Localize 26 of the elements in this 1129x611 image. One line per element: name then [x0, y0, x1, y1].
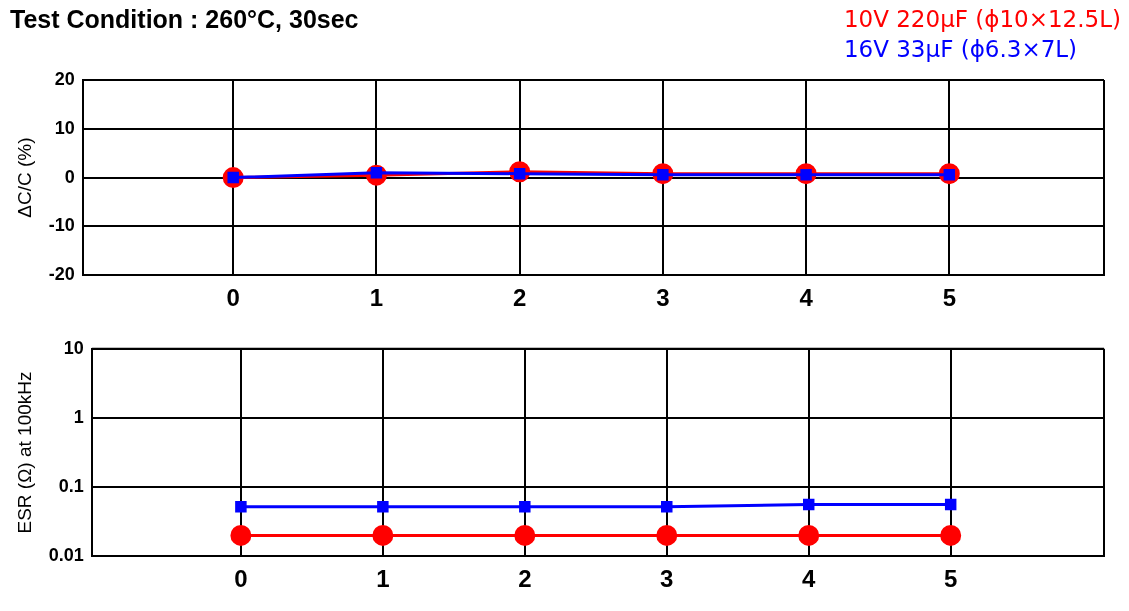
y-tick-label: 10: [63, 337, 84, 358]
y-tick-label: 10: [54, 117, 75, 138]
y-axis-title: ESR (Ω) at 100kHz: [13, 371, 35, 534]
x-tick-label: 4: [802, 565, 817, 593]
x-tick-label: 5: [942, 284, 956, 312]
x-tick-label: 2: [512, 284, 527, 312]
text: 10V 220μF (ϕ10×12.5L): [843, 5, 1121, 34]
y-tick-label: 1: [73, 406, 84, 427]
x-tick-label: 0: [234, 565, 248, 593]
x-tick-label: 4: [799, 284, 814, 312]
y-tick-label: -20: [48, 264, 75, 285]
chart-title: Test Condition : 260°C, 30sec: [10, 4, 359, 33]
x-tick-label: 1: [376, 565, 390, 593]
y-tick-label: 0.01: [48, 545, 84, 566]
y-tick-label: -10: [48, 215, 75, 236]
y-axis-title: ΔC/C (%): [13, 137, 35, 218]
y-tick-label: 0: [64, 166, 75, 187]
x-tick-label: 5: [944, 565, 958, 593]
x-tick-label: 3: [656, 284, 670, 312]
x-tick-label: 0: [226, 284, 240, 312]
y-tick-label: 20: [54, 68, 75, 89]
x-tick-label: 3: [660, 565, 674, 593]
x-tick-label: 1: [369, 284, 384, 312]
x-tick-label: 2: [518, 565, 532, 593]
y-tick-label: 0.1: [58, 476, 84, 497]
text: 16V 33μF (ϕ6.3×7L): [843, 35, 1079, 64]
